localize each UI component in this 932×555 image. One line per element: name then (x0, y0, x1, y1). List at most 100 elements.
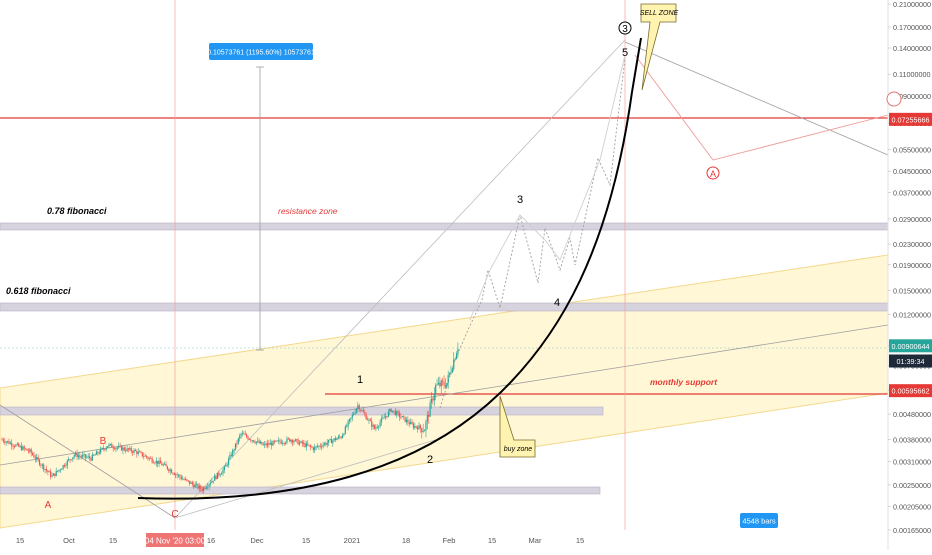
candle-body (340, 437, 342, 438)
candle-body (189, 480, 191, 484)
price-label-text: 01:39:34 (897, 357, 925, 366)
candle-body (246, 434, 248, 437)
candle-body (190, 482, 192, 484)
price-label-text: 0.07255666 (892, 115, 930, 124)
wave-5-label: 5 (622, 47, 628, 59)
sell-zone-callout: SELL ZONE (640, 3, 679, 91)
candle-body (300, 441, 302, 443)
candle-body (286, 438, 288, 443)
fib-0-618-zone (0, 302, 889, 312)
price-axis[interactable]: 0.21000000 0.17000000 0.14000000 0.11000000… (888, 0, 931, 535)
candle-body (229, 454, 231, 459)
candle-body (182, 478, 184, 480)
candle-body (296, 439, 298, 441)
candle-body (101, 447, 103, 449)
candle-body (123, 447, 125, 451)
wave-2-label: 2 (427, 454, 433, 466)
candle-body (168, 469, 170, 472)
candle-body (144, 455, 146, 457)
candle-body (218, 472, 220, 476)
candle-body (155, 460, 157, 464)
candle-body (240, 433, 242, 436)
candle-body (341, 435, 344, 438)
candle-body (318, 445, 320, 447)
candle-body (204, 487, 206, 489)
candle-body (63, 465, 66, 467)
candle-body (173, 473, 175, 475)
price-tick-label: 0.01500000 (893, 286, 931, 295)
candle-body (339, 436, 341, 438)
candle-body (423, 430, 426, 432)
price-tick-label: 0.01200000 (893, 311, 931, 320)
candle-body (75, 453, 77, 456)
candle-body (9, 442, 11, 444)
candle-body (375, 427, 377, 429)
candle-body (337, 436, 339, 439)
edge-marker-icon[interactable] (886, 91, 902, 107)
candle-body (233, 449, 235, 451)
price-label-box (889, 354, 932, 368)
candle-body (57, 470, 59, 472)
support-zone-lower (0, 486, 601, 495)
candle-body (202, 487, 205, 491)
price-labels: 0.07255666 0.00900644 01:39:34 0.00595662 (889, 112, 932, 398)
candle-body (94, 454, 96, 456)
time-tick-label: Feb (443, 536, 456, 545)
wave-1-label: 1 (357, 374, 363, 386)
candle-body (31, 453, 34, 455)
candle-body (315, 446, 317, 448)
candle-body (329, 439, 331, 440)
candle-body (230, 454, 232, 456)
candle-body (312, 447, 314, 451)
candle-body (139, 451, 141, 453)
candle-body (122, 447, 124, 451)
candle-body (443, 381, 445, 386)
candle-body (257, 440, 259, 442)
candle-body (398, 412, 401, 418)
candle-body (47, 470, 49, 473)
candle-body (54, 473, 56, 476)
candle-body (4, 441, 6, 443)
candle-body (1, 439, 3, 441)
candle-body (176, 474, 178, 476)
candle-body (433, 393, 435, 401)
candle-body (179, 474, 181, 477)
price-tick-label: 0.09000000 (893, 92, 931, 101)
time-tick-label: 15 (109, 536, 117, 545)
circled-correction-a: A (706, 166, 720, 180)
candle-body (410, 421, 412, 425)
candle-body (385, 416, 387, 418)
candle-body (120, 445, 123, 451)
price-label-box (889, 112, 932, 126)
candle-body (272, 440, 274, 446)
price-tick-label: 0.00480000 (893, 410, 931, 419)
candle-body (294, 439, 296, 442)
candle-body (378, 426, 380, 428)
candle-body (108, 444, 110, 447)
candle-body (33, 454, 35, 458)
candle-body (159, 460, 162, 464)
candle-body (369, 419, 371, 421)
candle-body (127, 448, 130, 450)
candle-body (357, 405, 359, 409)
candle-body (45, 469, 48, 471)
candle-body (83, 454, 85, 456)
candle-body (129, 448, 131, 450)
candle-body (23, 446, 25, 449)
candle-body (151, 458, 153, 463)
correction-projection (634, 54, 889, 161)
correction-c-label: C (171, 509, 178, 520)
wave-projection-outline (469, 54, 626, 321)
wave-4-label: 4 (554, 297, 560, 309)
candle-body (442, 380, 444, 382)
candle-body (102, 447, 105, 449)
time-tick-label: Oct (63, 536, 76, 545)
candle-body (403, 416, 405, 417)
time-axis[interactable]: 15 Oct 15 16 Dec 15 2021 18 Feb 15 Mar 15 (16, 536, 584, 545)
candle-body (412, 423, 415, 428)
candle-body (111, 444, 113, 448)
candle-body (166, 466, 169, 470)
candle-body (415, 426, 417, 428)
